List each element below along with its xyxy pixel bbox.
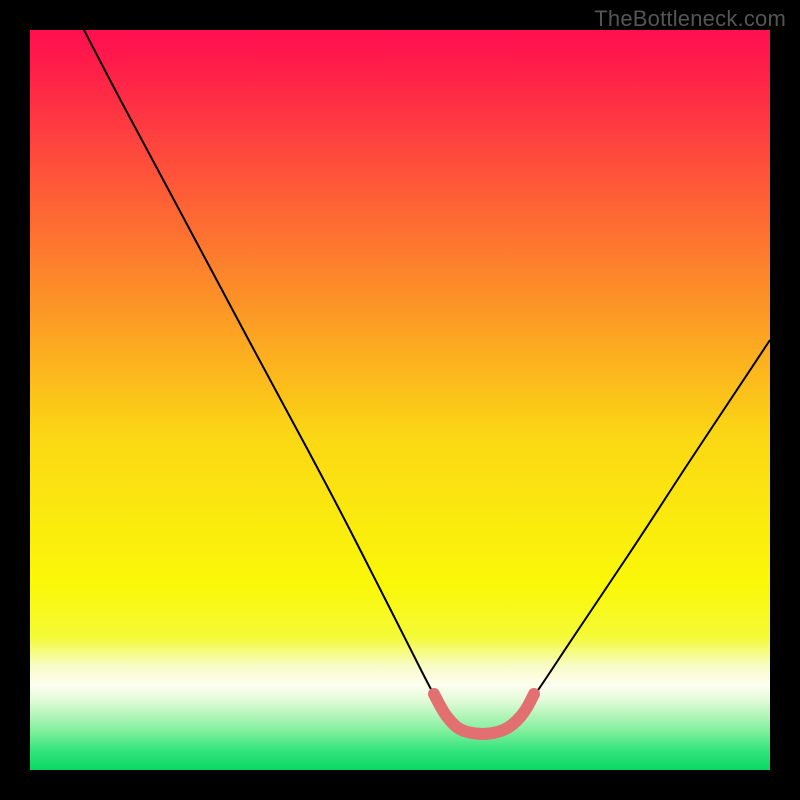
gradient-background [30, 30, 770, 770]
watermark-label: TheBottleneck.com [594, 6, 786, 32]
plot-area [30, 30, 770, 770]
chart-svg [30, 30, 770, 770]
chart-frame: TheBottleneck.com [0, 0, 800, 800]
